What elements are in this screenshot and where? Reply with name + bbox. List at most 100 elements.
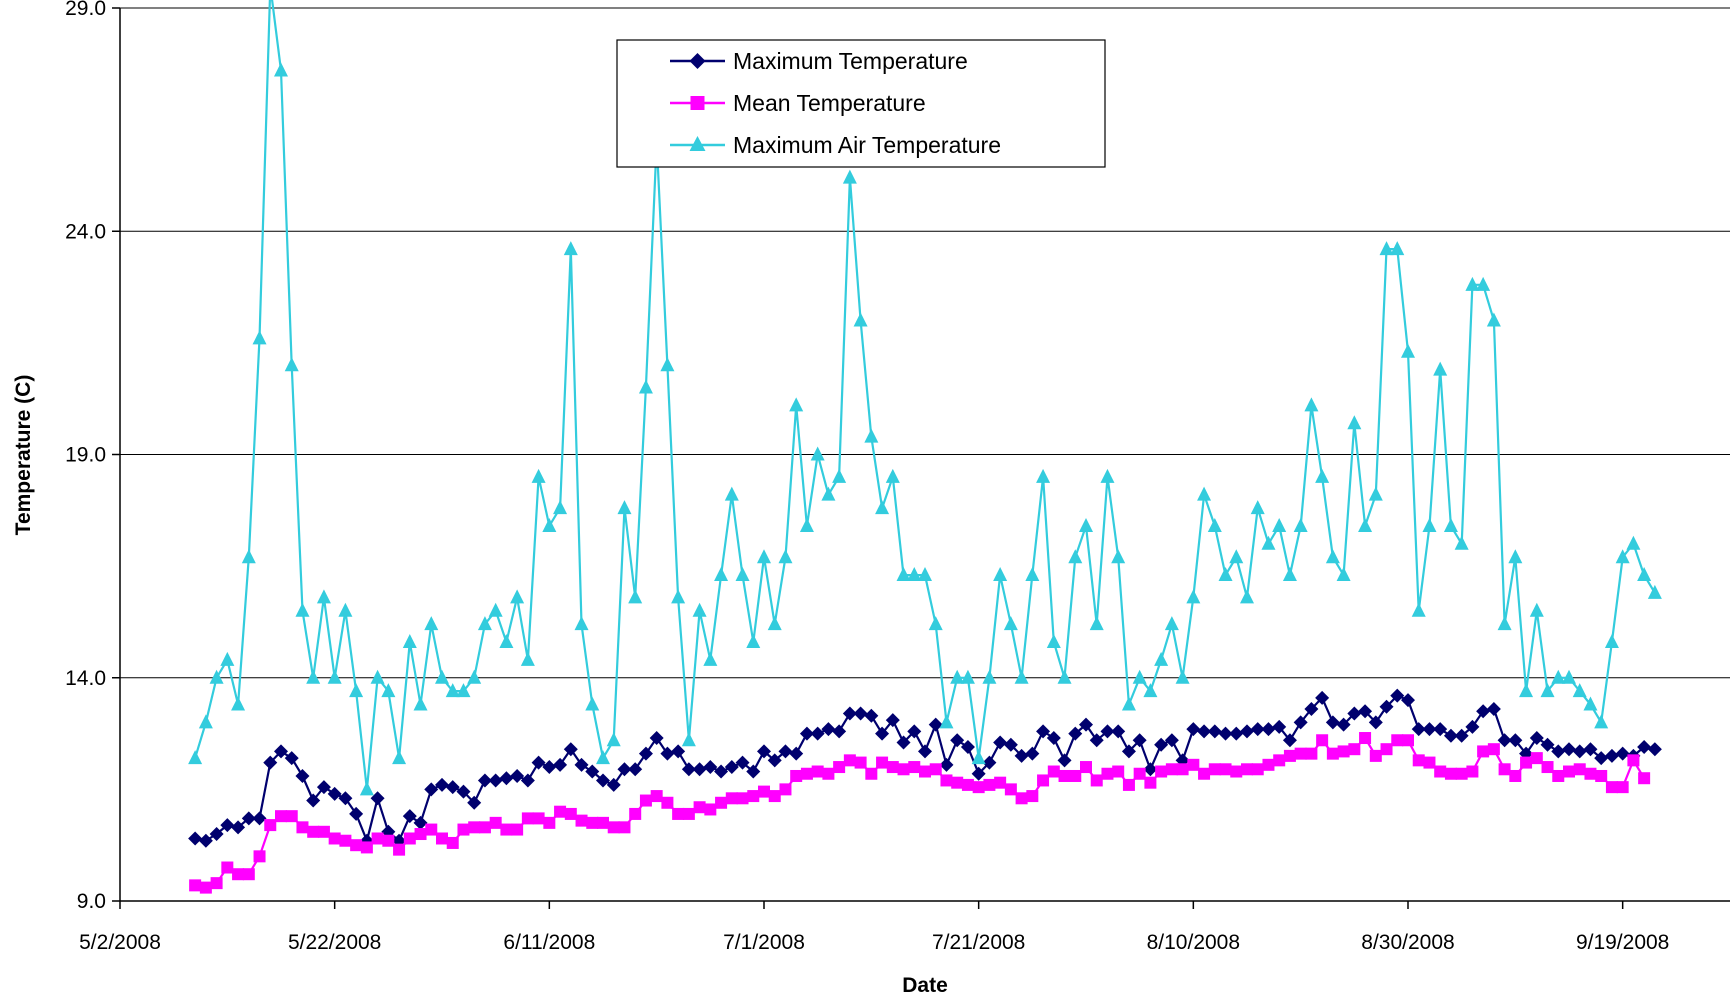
- data-point: [1551, 744, 1566, 759]
- data-point: [606, 777, 621, 792]
- data-point: [596, 773, 610, 788]
- data-point: [499, 634, 514, 649]
- data-point: [1411, 722, 1426, 737]
- data-point: [897, 763, 910, 776]
- data-point: [1240, 589, 1254, 604]
- data-point: [1454, 535, 1469, 550]
- data-point: [681, 732, 696, 747]
- data-point: [327, 786, 342, 801]
- data-point: [585, 696, 600, 711]
- data-point: [1390, 688, 1405, 703]
- data-point: [908, 761, 921, 774]
- data-point: [1627, 754, 1640, 767]
- data-point: [1626, 535, 1641, 550]
- data-point: [414, 828, 427, 841]
- data-point: [284, 357, 299, 372]
- data-point: [467, 669, 482, 684]
- y-tick-label: 24.0: [65, 220, 106, 243]
- data-point: [403, 832, 416, 845]
- data-point: [316, 589, 331, 604]
- data-point: [1358, 704, 1373, 719]
- data-point: [1058, 769, 1071, 782]
- data-point: [597, 816, 609, 829]
- data-point: [585, 764, 600, 779]
- data-point: [1101, 767, 1114, 780]
- data-point: [1509, 769, 1522, 782]
- data-point: [382, 834, 395, 847]
- data-point: [1080, 761, 1092, 774]
- data-point: [1476, 704, 1491, 719]
- data-point: [928, 616, 943, 631]
- data-point: [221, 861, 234, 874]
- data-point: [940, 774, 953, 787]
- data-point: [1079, 717, 1093, 732]
- data-point: [209, 827, 224, 842]
- data-point: [789, 746, 804, 761]
- data-point: [628, 589, 643, 604]
- data-point: [1434, 765, 1447, 778]
- data-point: [209, 669, 224, 684]
- data-point: [724, 760, 739, 775]
- legend-marker-square: [690, 96, 705, 110]
- data-point: [1433, 722, 1448, 737]
- data-point: [671, 744, 686, 759]
- data-point: [1273, 754, 1286, 767]
- data-point: [413, 815, 428, 830]
- data-point: [982, 669, 997, 684]
- data-point: [317, 825, 330, 838]
- data-point: [960, 739, 975, 754]
- data-point: [241, 549, 256, 564]
- data-point: [799, 517, 814, 532]
- data-point: [1552, 769, 1565, 782]
- data-point: [1368, 486, 1383, 501]
- data-point: [1486, 312, 1501, 327]
- data-point: [1637, 567, 1652, 582]
- data-point: [1198, 767, 1211, 780]
- data-point: [1305, 747, 1318, 760]
- data-point: [574, 757, 589, 772]
- data-point: [510, 768, 525, 783]
- data-point: [264, 819, 277, 832]
- data-point: [1390, 241, 1405, 256]
- data-point: [757, 549, 771, 564]
- data-point: [1572, 744, 1587, 759]
- data-point: [778, 549, 793, 564]
- data-point: [543, 816, 556, 829]
- data-point: [638, 379, 653, 394]
- data-point: [649, 731, 664, 746]
- data-point: [371, 832, 384, 845]
- data-point: [918, 567, 932, 582]
- data-point: [757, 744, 771, 759]
- data-point: [1014, 669, 1029, 684]
- data-point: [1604, 634, 1619, 649]
- data-point: [896, 735, 911, 750]
- data-point: [1466, 765, 1479, 778]
- data-point: [671, 589, 686, 604]
- data-point: [370, 791, 385, 806]
- data-point: [1486, 702, 1501, 717]
- series-maximum-temperature: [188, 688, 1662, 848]
- legend-label-mean-temperature: Mean Temperature: [733, 90, 926, 116]
- data-point: [350, 839, 363, 852]
- data-point: [704, 803, 717, 816]
- data-point: [1132, 669, 1147, 684]
- data-point: [961, 778, 974, 791]
- data-point: [638, 746, 653, 761]
- data-point: [703, 760, 718, 775]
- data-point: [767, 616, 782, 631]
- data-point: [275, 810, 287, 823]
- data-point: [1186, 722, 1201, 737]
- data-point: [1530, 752, 1543, 765]
- data-point: [478, 821, 491, 834]
- data-point: [1282, 733, 1297, 748]
- data-point: [1164, 616, 1179, 631]
- data-point: [1272, 517, 1287, 532]
- data-point: [306, 793, 321, 808]
- data-point: [1401, 343, 1415, 358]
- data-point: [349, 683, 364, 698]
- data-point: [1422, 517, 1437, 532]
- data-point: [242, 868, 255, 881]
- data-point: [1638, 772, 1651, 785]
- data-point: [189, 879, 202, 892]
